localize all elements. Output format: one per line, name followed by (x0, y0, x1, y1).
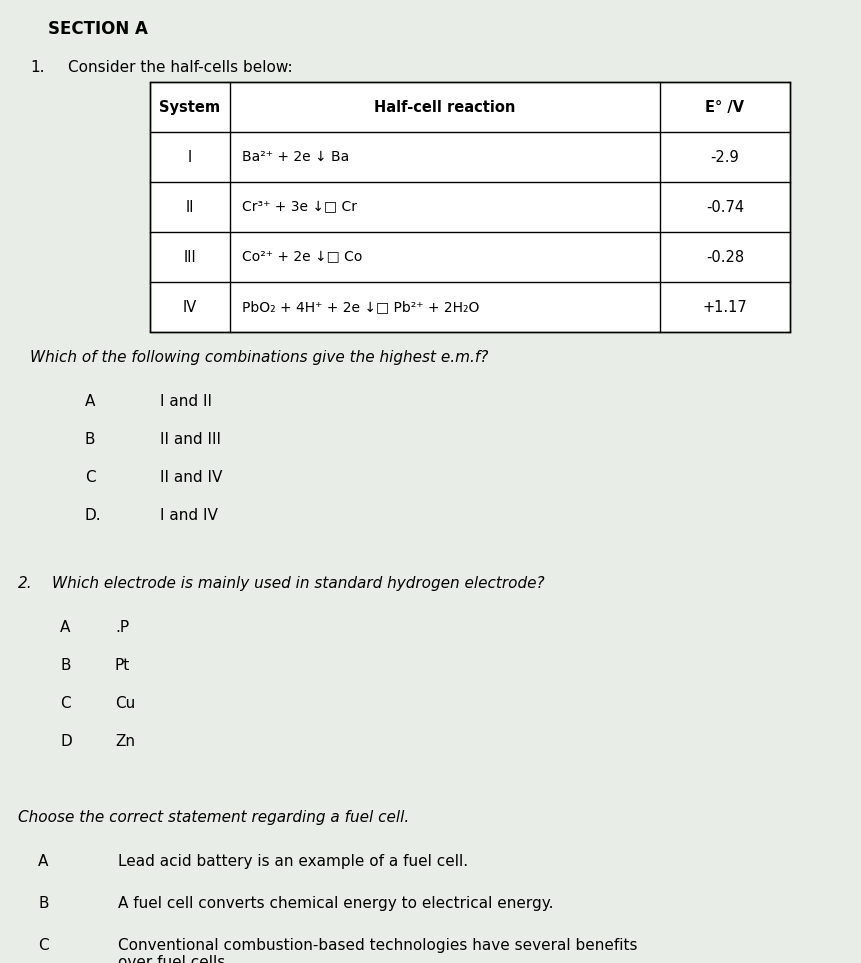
Text: System: System (159, 99, 220, 115)
Text: Half-cell reaction: Half-cell reaction (375, 99, 516, 115)
Text: 2.: 2. (18, 576, 33, 591)
Text: III: III (183, 249, 196, 265)
Text: B: B (85, 432, 96, 447)
Text: B: B (60, 658, 71, 673)
Text: E° /V: E° /V (705, 99, 745, 115)
Text: A: A (85, 394, 96, 409)
Text: A fuel cell converts chemical energy to electrical energy.: A fuel cell converts chemical energy to … (118, 896, 554, 911)
Bar (150, 82, 790, 332)
Text: II: II (186, 199, 195, 215)
Text: I and II: I and II (160, 394, 212, 409)
Text: Conventional combustion-based technologies have several benefits
over fuel cells: Conventional combustion-based technologi… (118, 938, 637, 963)
Text: D.: D. (85, 508, 102, 523)
Text: .P: .P (115, 620, 129, 635)
Text: Cu: Cu (115, 696, 135, 711)
Text: Cr³⁺ + 3e ↓□ Cr: Cr³⁺ + 3e ↓□ Cr (242, 200, 357, 214)
Text: Choose the correct statement regarding a fuel cell.: Choose the correct statement regarding a… (18, 810, 409, 825)
Text: Zn: Zn (115, 734, 135, 749)
Text: A: A (60, 620, 71, 635)
Text: Consider the half-cells below:: Consider the half-cells below: (68, 60, 293, 75)
Text: I and IV: I and IV (160, 508, 218, 523)
Text: Which electrode is mainly used in standard hydrogen electrode?: Which electrode is mainly used in standa… (52, 576, 545, 591)
Text: D: D (60, 734, 71, 749)
Text: B: B (38, 896, 48, 911)
Text: Lead acid battery is an example of a fuel cell.: Lead acid battery is an example of a fue… (118, 854, 468, 869)
Text: II and IV: II and IV (160, 470, 222, 485)
Text: Which of the following combinations give the highest e.m.f?: Which of the following combinations give… (30, 350, 488, 365)
Text: C: C (85, 470, 96, 485)
Text: I: I (188, 149, 192, 165)
Text: Co²⁺ + 2e ↓□ Co: Co²⁺ + 2e ↓□ Co (242, 250, 362, 264)
Text: -0.28: -0.28 (706, 249, 744, 265)
Text: SECTION A: SECTION A (48, 20, 148, 38)
Text: II and III: II and III (160, 432, 221, 447)
Text: A: A (38, 854, 48, 869)
Text: -2.9: -2.9 (710, 149, 740, 165)
Text: Pt: Pt (115, 658, 130, 673)
Text: IV: IV (183, 299, 197, 315)
Text: C: C (38, 938, 48, 953)
Text: 1.: 1. (30, 60, 45, 75)
Text: +1.17: +1.17 (703, 299, 747, 315)
Text: -0.74: -0.74 (706, 199, 744, 215)
Text: PbO₂ + 4H⁺ + 2e ↓□ Pb²⁺ + 2H₂O: PbO₂ + 4H⁺ + 2e ↓□ Pb²⁺ + 2H₂O (242, 300, 480, 314)
Text: Ba²⁺ + 2e ↓ Ba: Ba²⁺ + 2e ↓ Ba (242, 150, 350, 164)
Text: C: C (60, 696, 71, 711)
